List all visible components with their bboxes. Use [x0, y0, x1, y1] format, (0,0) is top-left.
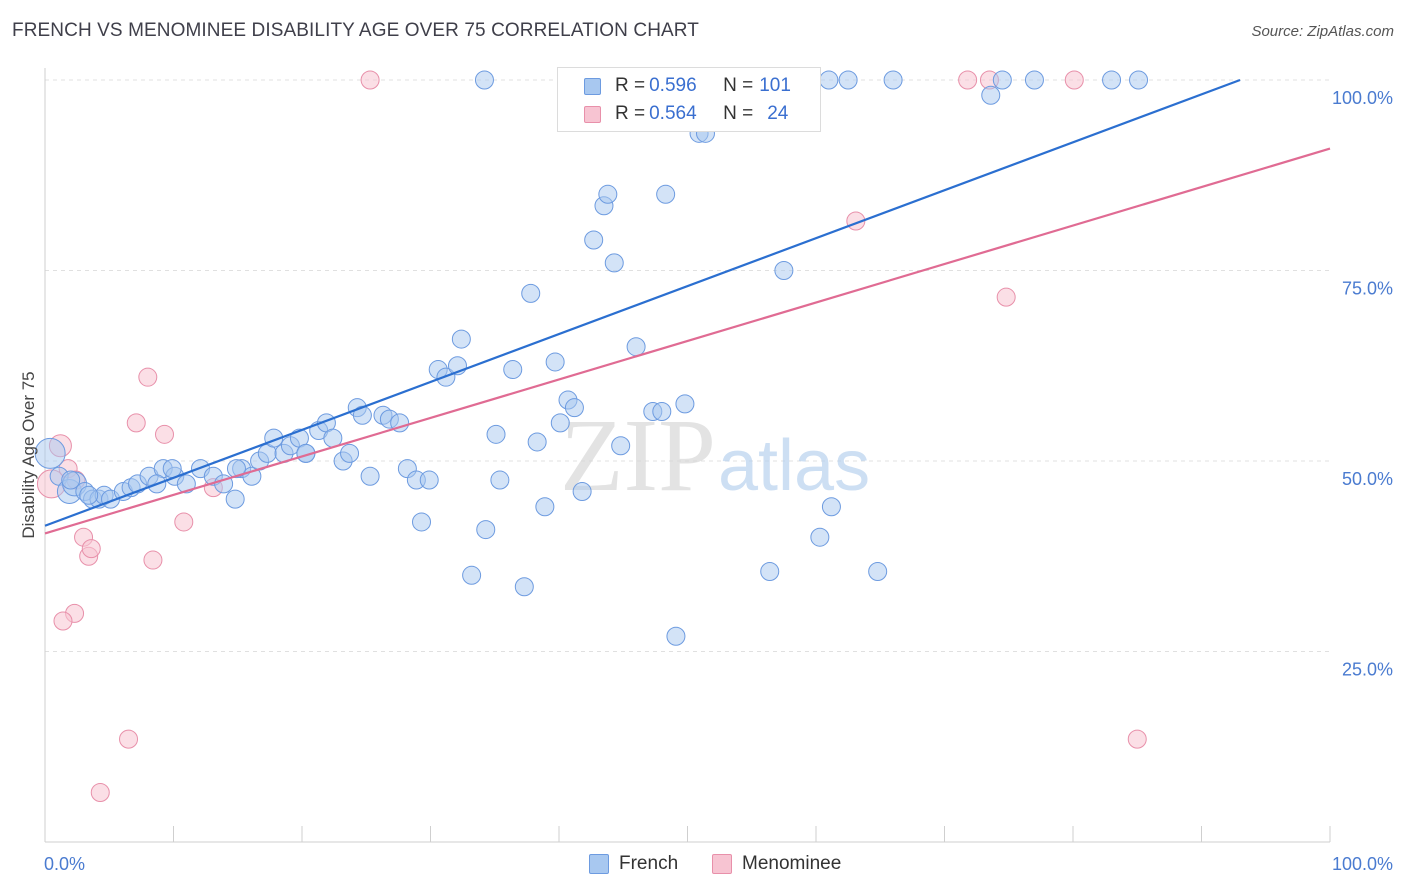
french-point [1102, 70, 1122, 90]
grid-lines [45, 79, 1330, 652]
french-point [774, 261, 794, 280]
french-n-label: N = [723, 75, 754, 96]
french-r-value: 0.596 [649, 75, 697, 96]
french-point [34, 437, 66, 469]
menominee-point [958, 70, 978, 90]
french-point [340, 443, 360, 463]
menominee-r-label: R = [615, 103, 646, 124]
french-point [1129, 70, 1149, 90]
french-point [611, 436, 631, 456]
menominee-point [126, 413, 146, 433]
bottom-legend-menominee: Menominee [712, 851, 841, 877]
legend-row-menominee: R = 0.564 N = 24 [584, 101, 788, 127]
french-point [810, 527, 830, 547]
french-point [604, 253, 624, 273]
french-series [34, 70, 1149, 646]
french-point [503, 360, 523, 380]
x-tick-label: 100.0% [1332, 854, 1393, 874]
bottom-legend-french: French [589, 851, 678, 877]
chart-title: FRENCH VS MENOMINEE DISABILITY AGE OVER … [12, 20, 699, 41]
legend-row-french: R = 0.596 N = 101 [584, 73, 791, 99]
menominee-point [138, 367, 158, 387]
menominee-point [1127, 729, 1147, 749]
french-swatch [584, 77, 601, 95]
french-point [1024, 70, 1044, 90]
french-point [675, 394, 695, 414]
tick-labels: 25.0% 50.0% 75.0% 100.0% 0.0% 100.0% [44, 88, 1393, 874]
trend-lines [44, 78, 1331, 535]
menominee-point [174, 512, 194, 532]
y-tick-label: 50.0% [1342, 469, 1393, 489]
french-point [981, 85, 1001, 105]
menominee-point [360, 70, 380, 90]
y-axis-label: Disability Age Over 75 [19, 371, 38, 538]
menominee-point [996, 287, 1016, 307]
french-point [490, 470, 510, 490]
menominee-point [90, 782, 110, 802]
french-point [821, 497, 841, 517]
bottom-menominee-swatch [712, 854, 732, 874]
bottom-french-swatch [589, 854, 609, 874]
x-tick-label: 0.0% [44, 854, 85, 874]
french-point [838, 70, 858, 90]
french-point [626, 337, 646, 357]
french-point [61, 470, 81, 490]
french-point [226, 459, 246, 479]
menominee-n-value: 24 [767, 103, 789, 124]
bottom-french-label: French [619, 853, 679, 874]
y-tick-label: 100.0% [1332, 88, 1393, 108]
french-point [521, 283, 541, 303]
bottom-menominee-label: Menominee [742, 853, 842, 874]
menominee-point [53, 611, 73, 631]
source-label: Source: ZipAtlas.com [1251, 23, 1394, 40]
french-point [564, 398, 584, 418]
menominee-swatch [584, 105, 601, 123]
french-point [868, 561, 888, 581]
french-point [572, 481, 592, 501]
menominee-point [1064, 70, 1084, 90]
french-point [535, 497, 555, 517]
french-point [545, 352, 565, 372]
menominee-point [143, 550, 163, 570]
y-tick-label: 25.0% [1342, 660, 1393, 680]
french-point [992, 70, 1012, 90]
french-point [176, 474, 196, 494]
french-point [652, 401, 672, 421]
french-point [584, 230, 604, 250]
french-point [656, 184, 676, 204]
french-trend-line [44, 78, 1241, 527]
y-tick-label: 75.0% [1342, 279, 1393, 299]
french-point [486, 424, 506, 444]
french-point [451, 329, 471, 349]
french-r-label: R = [615, 75, 646, 96]
french-point [550, 413, 570, 433]
french-point [419, 470, 439, 490]
french-point [527, 432, 547, 452]
french-point [412, 512, 432, 532]
menominee-n-label: N = [723, 103, 754, 124]
watermark-atlas: atlas [718, 426, 870, 506]
french-point [79, 485, 99, 505]
french-point [598, 184, 618, 204]
french-point [476, 520, 496, 540]
menominee-point [119, 729, 139, 749]
menominee-trend-line [44, 147, 1331, 535]
french-point [760, 561, 780, 581]
french-point [474, 70, 494, 90]
french-point [225, 489, 245, 509]
stats-legend: R = 0.596 N = 101 R = 0.564 N = 24 [557, 67, 821, 132]
menominee-point [81, 539, 101, 559]
french-point [819, 70, 839, 90]
french-point [462, 565, 482, 585]
french-point [360, 466, 380, 486]
french-point [883, 70, 903, 90]
watermark: ZIP atlas [560, 398, 870, 513]
french-point [666, 626, 686, 646]
menominee-point [155, 424, 175, 444]
menominee-r-value: 0.564 [649, 103, 697, 124]
french-point [514, 577, 534, 597]
french-n-value: 101 [759, 75, 791, 96]
